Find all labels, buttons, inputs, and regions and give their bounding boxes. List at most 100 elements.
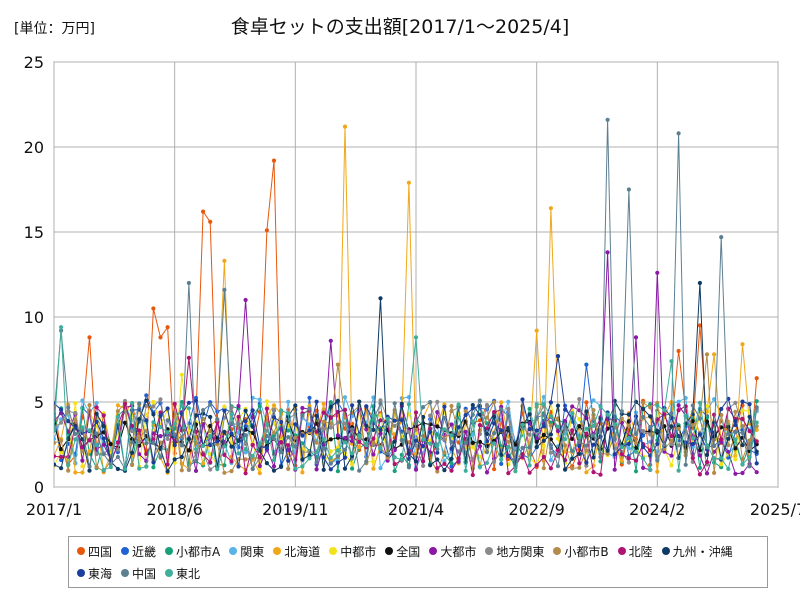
data-point [165,469,170,474]
data-point [683,413,688,418]
data-point [328,467,333,472]
data-point [321,419,326,424]
data-point [392,423,397,428]
data-point [697,472,703,477]
data-point [286,428,291,433]
data-point [612,422,617,427]
data-point [279,408,284,413]
data-point [492,400,497,405]
data-point [449,433,454,438]
data-point [385,455,390,460]
data-point [144,403,149,409]
data-point [392,468,397,474]
data-point [655,458,660,463]
data-point [548,414,554,419]
data-point [328,461,333,466]
data-point [151,460,156,465]
data-point [342,466,348,471]
data-point [186,355,191,360]
data-point [208,442,213,447]
data-point [399,396,404,401]
data-point [257,463,262,469]
data-point [307,406,312,411]
data-point [115,454,120,460]
data-point [463,468,468,473]
data-point [541,454,546,460]
data-point [222,463,227,468]
data-point [598,416,603,421]
data-point [555,464,561,469]
data-point [669,411,674,416]
data-point [257,471,262,476]
data-point [563,437,568,442]
legend-marker [617,547,626,555]
data-point [165,436,170,441]
data-point [257,441,262,446]
data-point [477,428,482,433]
data-point [137,401,142,406]
data-point [115,409,120,414]
data-point [328,437,333,442]
data-point [264,434,269,439]
data-point [527,432,532,437]
data-point [80,425,85,430]
legend-marker [329,547,338,555]
data-point [435,399,440,404]
data-point [392,401,397,406]
data-point [208,414,213,420]
data-point [484,415,490,420]
data-point [271,415,277,420]
data-point [633,410,639,415]
data-point [350,466,355,471]
data-point [740,342,745,347]
data-point [222,287,227,292]
data-point [449,440,454,445]
data-point [470,440,475,445]
data-point [697,453,703,458]
data-point [80,398,85,403]
data-point [548,443,554,448]
series-line [54,327,758,472]
data-point [577,461,582,466]
data-point [534,428,539,433]
data-point [456,402,461,407]
data-point [300,413,305,418]
data-point [563,418,568,424]
data-point [449,403,454,409]
legend-marker [165,569,174,577]
data-point [484,470,490,475]
data-point [243,419,248,424]
data-point [115,466,120,472]
data-point [193,447,199,452]
data-point [342,421,348,426]
data-point [87,428,92,433]
data-point [704,404,710,409]
data-point [641,444,646,450]
data-point [186,448,191,453]
data-point [584,362,589,367]
data-point [584,409,589,414]
data-point [54,427,57,433]
data-point [641,400,646,405]
data-point [534,328,539,333]
data-point [456,456,461,461]
data-point [59,449,64,455]
data-point [222,444,227,449]
legend-label: 小都市A [176,544,221,559]
data-point [605,117,610,122]
data-point [179,443,184,448]
data-point [321,455,326,460]
data-point [548,458,554,463]
data-point [633,414,639,419]
data-point [229,431,234,436]
data-point [513,442,518,447]
data-point [534,463,539,468]
x-tick-label: 2019/11 [262,500,328,519]
data-point [300,405,305,411]
data-point [449,461,454,466]
data-point [413,467,419,472]
data-point [704,471,710,476]
data-point [158,410,163,415]
unit-label: [単位：万円] [14,21,95,37]
data-point [158,413,163,418]
